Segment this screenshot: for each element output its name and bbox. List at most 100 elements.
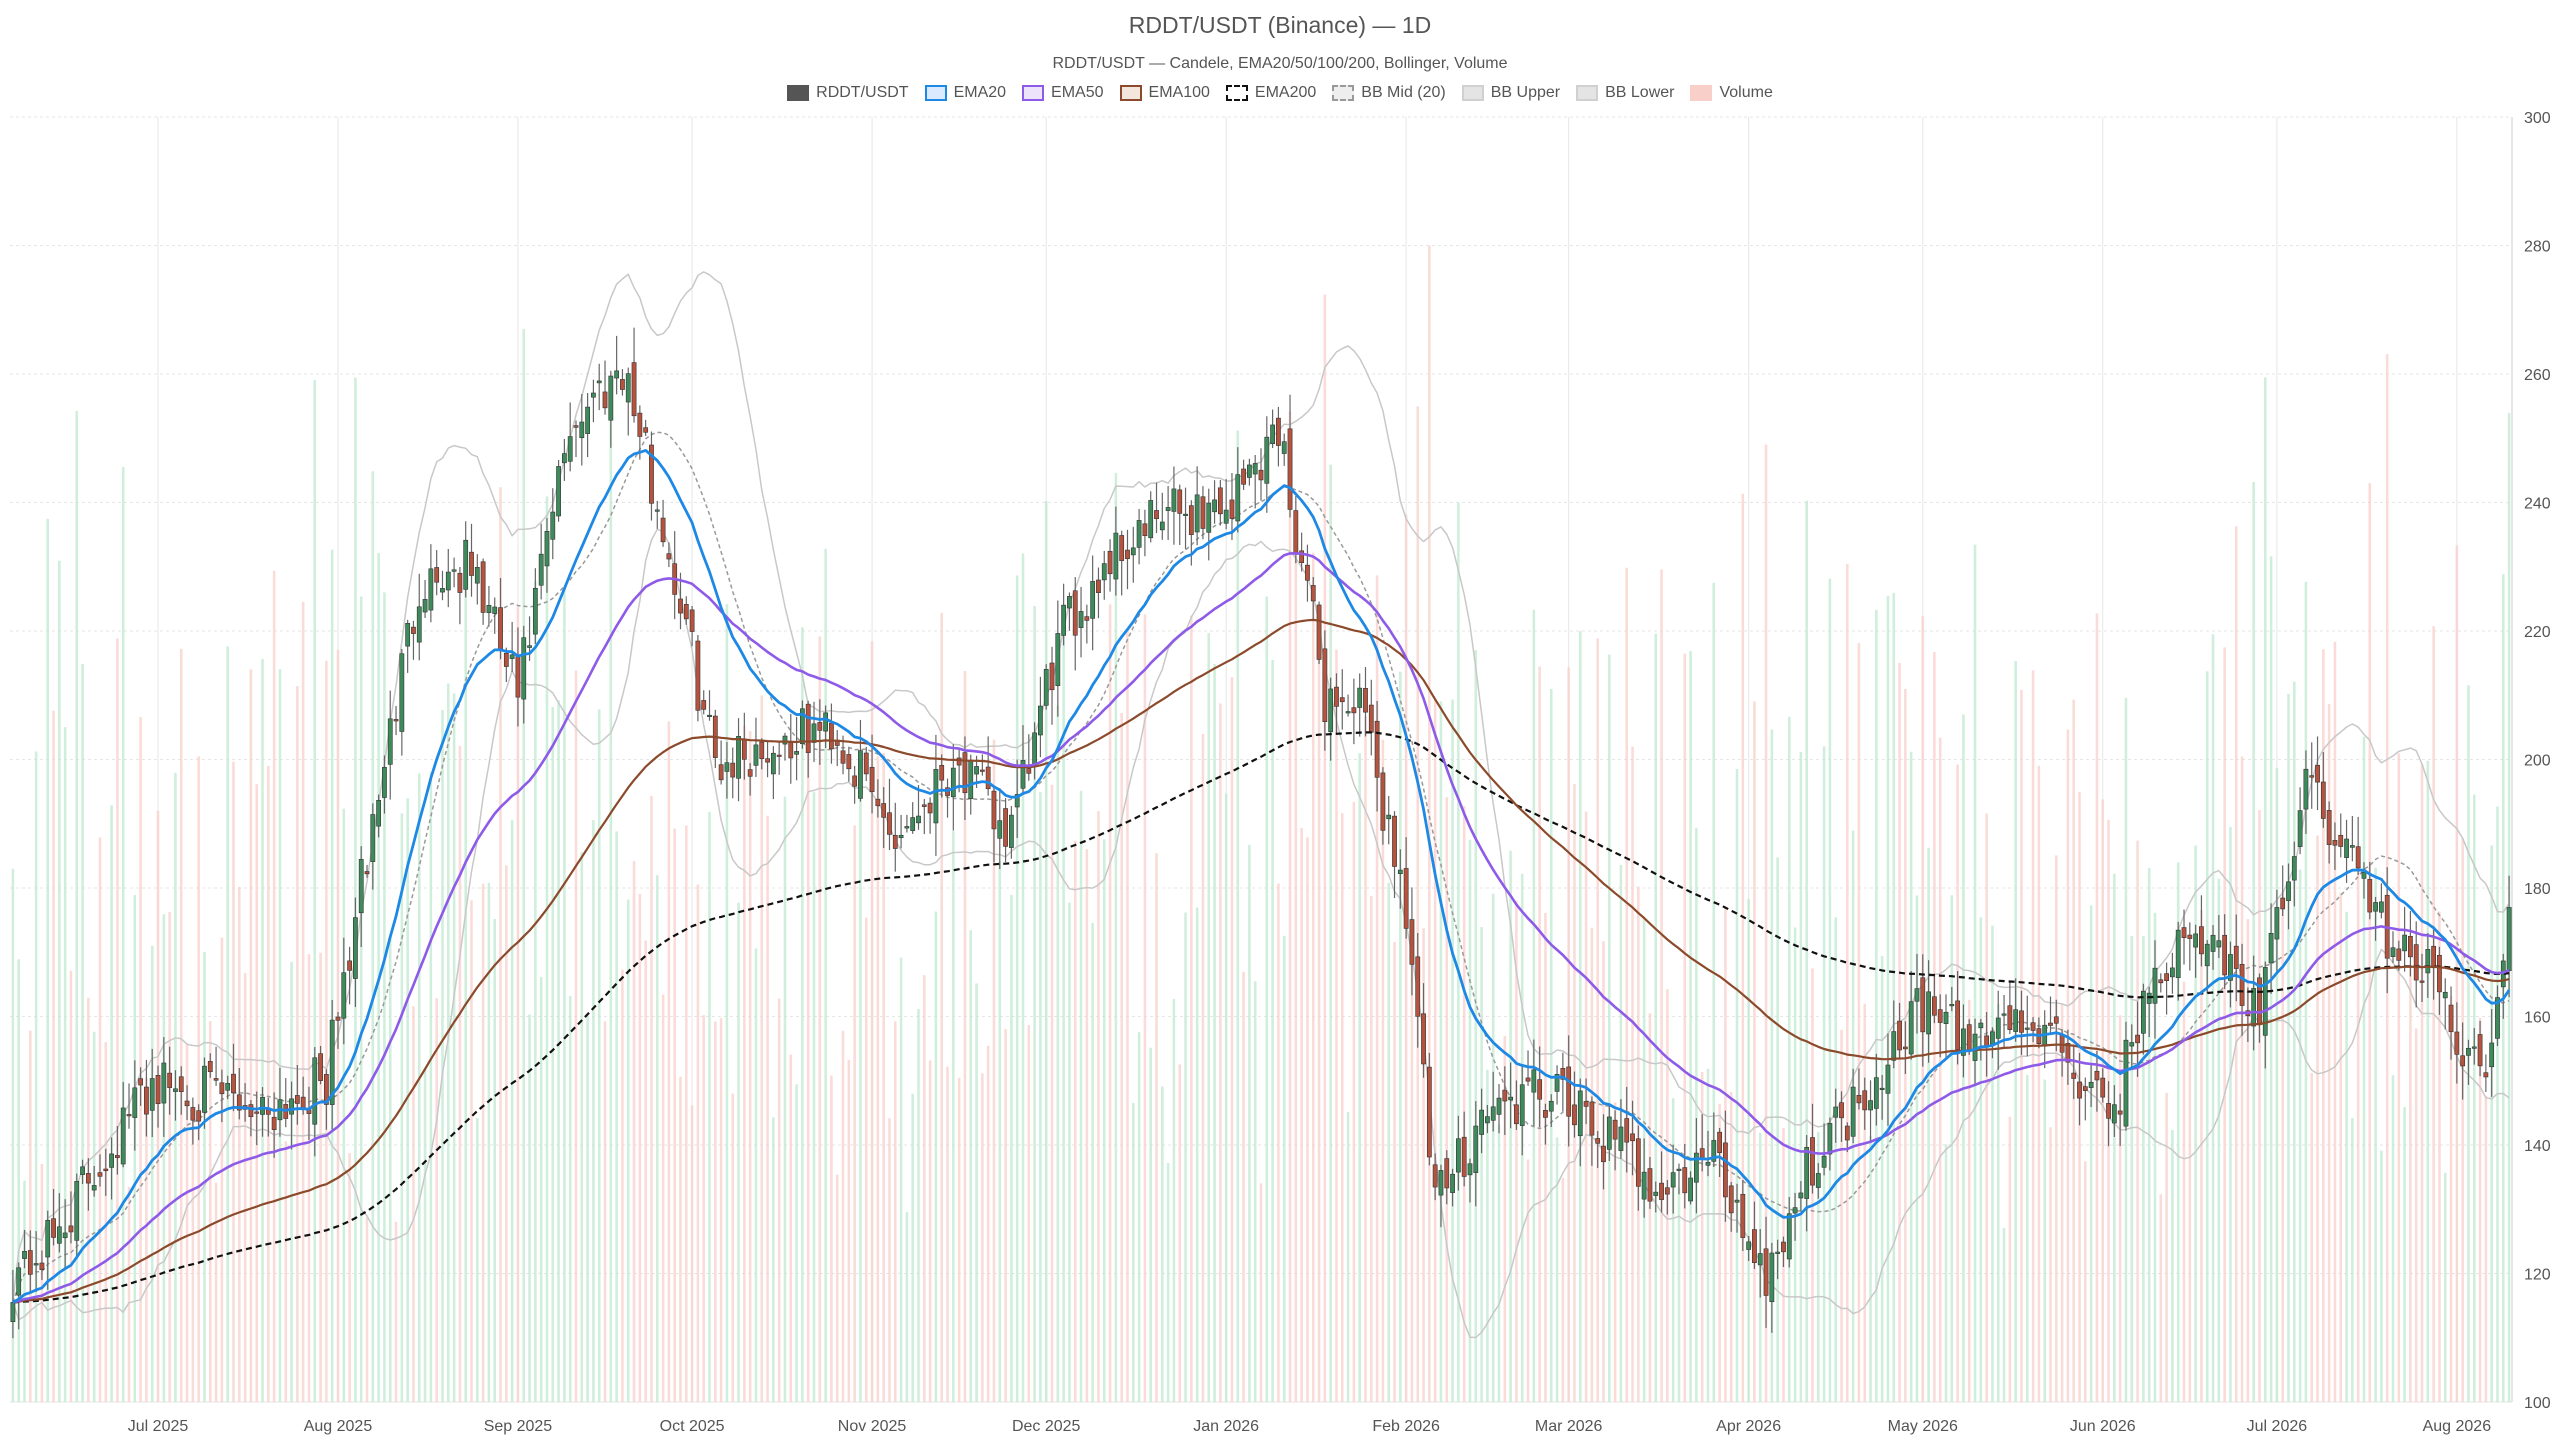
- candle-body: [1932, 996, 1937, 1016]
- candle-body: [1723, 1142, 1728, 1198]
- volume-bar: [2455, 545, 2459, 1402]
- ema20-line: [12, 448, 2511, 1304]
- legend-item-bb-lower[interactable]: BB Lower: [1576, 84, 1674, 102]
- candle-body: [1630, 1133, 1635, 1142]
- legend-item-ema50[interactable]: EMA50: [1022, 84, 1104, 102]
- volume-bar: [1399, 671, 1402, 1402]
- candle-body: [1514, 1104, 1519, 1125]
- volume-bar: [685, 825, 688, 1402]
- candle-body: [718, 764, 724, 781]
- volume-bar: [743, 725, 746, 1402]
- candle-body: [2117, 1110, 2123, 1115]
- volume-bar: [1596, 638, 1599, 1402]
- volume-bar: [528, 1014, 531, 1402]
- volume-bar: [644, 940, 647, 1402]
- candle-body: [254, 1111, 260, 1114]
- candle-body: [829, 722, 834, 750]
- volume-bar: [708, 811, 711, 1402]
- volume-bar: [2310, 1072, 2314, 1402]
- candle-body: [451, 569, 457, 572]
- candle-body: [2431, 945, 2437, 969]
- volume-bar: [429, 771, 433, 1402]
- volume-bar: [1416, 406, 1420, 1402]
- candle-body: [248, 1104, 254, 1118]
- candle-body: [956, 757, 962, 766]
- candle-body: [1798, 1192, 1804, 1199]
- volume-bar: [2089, 905, 2093, 1402]
- volume-bar: [1172, 998, 1176, 1402]
- volume-bar: [592, 820, 595, 1402]
- volume-bar: [1056, 705, 1060, 1402]
- volume-bar: [777, 998, 781, 1402]
- legend-item-bb-upper[interactable]: BB Upper: [1461, 84, 1560, 102]
- volume-bar: [1044, 501, 1048, 1402]
- candle-body: [1804, 1147, 1810, 1199]
- volume-bar: [481, 883, 485, 1402]
- legend-label: BB Lower: [1605, 84, 1675, 101]
- candle-body: [1740, 1193, 1746, 1238]
- volume-bar: [1956, 764, 1959, 1402]
- volume-bar: [1242, 971, 1245, 1402]
- volume-bar: [1195, 907, 1199, 1402]
- volume-bar: [1631, 746, 1634, 1402]
- legend-item-ema20[interactable]: EMA20: [924, 84, 1006, 102]
- volume-bar: [2171, 1130, 2174, 1402]
- volume-bar: [1491, 893, 1495, 1402]
- volume-bar: [1799, 751, 1803, 1402]
- volume-bar: [952, 830, 955, 1402]
- candle-body: [289, 1098, 294, 1115]
- volume-bar: [208, 1021, 212, 1402]
- candle-body: [1583, 1101, 1589, 1107]
- legend-item-bb-mid-20[interactable]: BB Mid (20): [1332, 84, 1446, 102]
- candle-body: [1432, 1164, 1438, 1188]
- volume-bar: [1375, 575, 1379, 1402]
- candle-body: [1595, 1138, 1601, 1144]
- x-tick-label: Jun 2026: [2070, 1418, 2136, 1435]
- candle-body: [1763, 1248, 1769, 1296]
- candle-body: [1154, 510, 1159, 520]
- volume-bar: [2461, 838, 2464, 1402]
- legend-item-rddt-usdt[interactable]: RDDT/USDT: [787, 84, 909, 102]
- candle-body: [515, 656, 521, 698]
- volume-bar: [1991, 925, 1994, 1402]
- y-tick-label: 100: [2524, 1395, 2551, 1412]
- volume-bar: [46, 518, 50, 1402]
- volume-bar: [1561, 1177, 1565, 1402]
- volume-bar: [388, 934, 392, 1402]
- candle-body: [1781, 1241, 1786, 1253]
- candle-body: [1508, 1096, 1514, 1101]
- volume-bar: [2229, 826, 2232, 1402]
- volume-bar: [1213, 663, 1216, 1402]
- candle-body: [1728, 1185, 1734, 1214]
- volume-bar: [145, 1077, 148, 1402]
- volume-bar: [1428, 245, 1431, 1402]
- volume-bar: [441, 710, 444, 1402]
- volume-bar: [894, 1021, 897, 1402]
- candle-body: [1746, 1241, 1752, 1250]
- candle-body: [1276, 417, 1281, 446]
- volume-bar: [464, 582, 467, 1402]
- candle-body: [950, 767, 956, 798]
- volume-bar: [1364, 716, 1367, 1402]
- volume-bar: [574, 670, 578, 1402]
- volume-bar: [1706, 1068, 1710, 1402]
- legend-label: BB Mid (20): [1361, 84, 1446, 101]
- candle-body: [2413, 944, 2419, 981]
- volume-bar: [830, 1075, 833, 1402]
- candle-body: [85, 1173, 91, 1184]
- volume-bar: [1608, 654, 1611, 1402]
- volume-bar: [197, 756, 200, 1402]
- volume-bar: [2409, 965, 2412, 1402]
- candle-body: [1885, 1064, 1891, 1094]
- volume-bar: [487, 882, 491, 1402]
- volume-bar: [1817, 1131, 1820, 1402]
- legend-item-ema200[interactable]: EMA200: [1225, 84, 1316, 102]
- legend-item-ema100[interactable]: EMA100: [1119, 84, 1210, 102]
- legend-item-volume[interactable]: Volume: [1690, 84, 1773, 102]
- volume-bar: [307, 954, 311, 1402]
- candle-body: [1908, 1001, 1914, 1055]
- volume-bar: [1538, 666, 1541, 1402]
- volume-bar: [1335, 649, 1338, 1402]
- candle-body: [2396, 948, 2402, 961]
